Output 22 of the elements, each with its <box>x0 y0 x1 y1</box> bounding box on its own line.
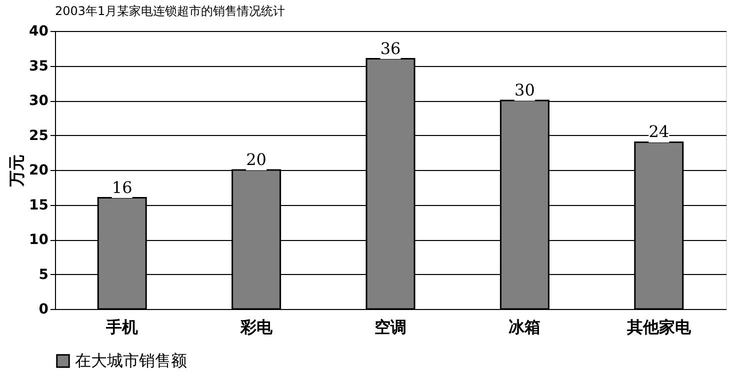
y-tick-label: 35 <box>29 58 48 74</box>
y-tick-label: 30 <box>29 93 49 109</box>
y-tick-label: 20 <box>29 162 49 178</box>
data-label: 20 <box>246 150 266 169</box>
data-label: 30 <box>514 80 535 100</box>
data-label: 36 <box>380 38 401 58</box>
legend-label: 在大城市销售额 <box>75 351 187 370</box>
y-axis-title: 万元 <box>7 154 26 188</box>
y-tick-label: 15 <box>29 197 48 214</box>
data-label: 16 <box>112 178 132 197</box>
data-label: 24 <box>648 122 670 142</box>
x-tick-label: 冰箱 <box>508 318 541 336</box>
x-tick-label: 手机 <box>105 318 138 336</box>
x-tick-label: 其他家电 <box>626 318 692 336</box>
x-tick-label: 空调 <box>374 318 406 336</box>
y-tick-label: 25 <box>29 128 48 144</box>
y-tick-label: 40 <box>29 24 49 40</box>
y-tick-label: 0 <box>38 302 49 318</box>
chart-title: 2003年1月某家电连锁超市的销售情况统计 <box>55 4 286 18</box>
y-tick-label: 10 <box>29 232 49 248</box>
y-tick-label: 5 <box>38 266 48 283</box>
x-tick-label: 彩电 <box>239 318 274 336</box>
